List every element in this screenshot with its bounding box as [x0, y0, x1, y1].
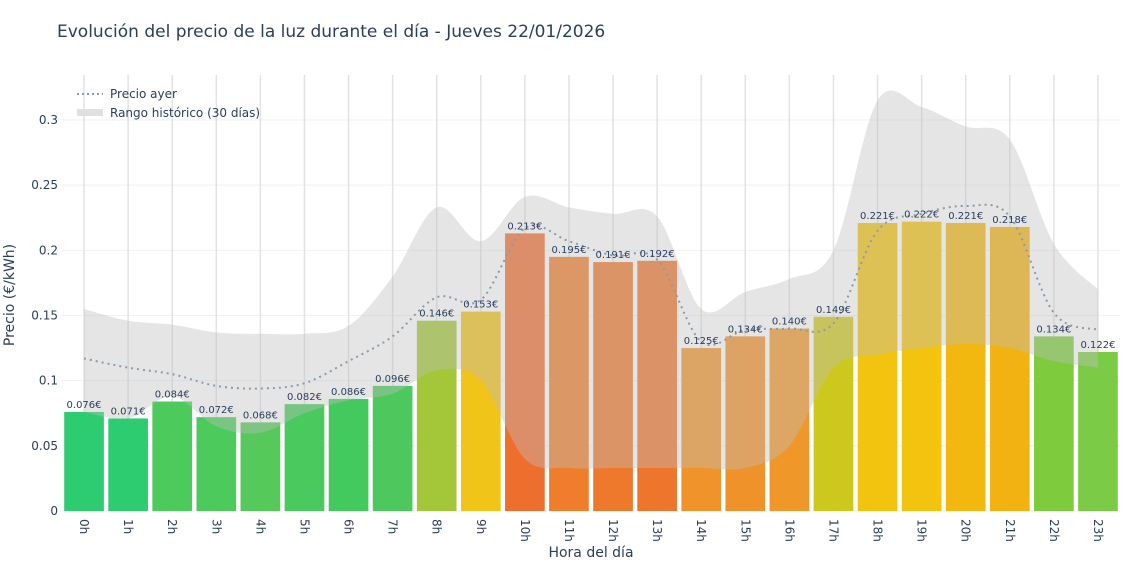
x-tick-label: 21h	[1003, 519, 1017, 542]
bar-value-label: 0.192€	[640, 249, 675, 260]
yesterday-price-line	[83, 203, 1099, 390]
x-tick-label: 5h	[297, 519, 311, 534]
bar-19h	[901, 221, 942, 511]
x-tick-label: 16h	[782, 519, 796, 542]
y-tick-label: 0	[50, 504, 58, 518]
x-tick-label: 9h	[474, 519, 488, 534]
bar-value-label: 0.221€	[860, 211, 895, 222]
bar-15h	[725, 336, 766, 511]
bar-value-label: 0.146€	[419, 309, 454, 320]
y-tick-label: 0.1	[39, 374, 58, 388]
bar-value-label: 0.071€	[111, 406, 146, 417]
bar-value-label: 0.134€	[1036, 324, 1071, 335]
x-tick-label: 14h	[694, 519, 708, 542]
y-tick-label: 0.25	[31, 178, 58, 192]
bar-value-label: 0.122€	[1080, 340, 1115, 351]
bar-value-label: 0.153€	[463, 300, 498, 311]
bar-value-label: 0.082€	[287, 392, 322, 403]
x-tick-label: 18h	[871, 519, 885, 542]
bar-17h	[813, 316, 854, 511]
bar-16h	[769, 328, 810, 511]
bar-12h	[593, 262, 633, 511]
x-tick-label: 22h	[1047, 519, 1061, 542]
bar-value-label: 0.149€	[816, 305, 851, 316]
y-axis-title: Precio (€/kWh)	[2, 244, 18, 346]
bar-value-label: 0.140€	[772, 317, 807, 328]
bar-3h	[196, 417, 237, 511]
bar-value-label: 0.222€	[904, 210, 939, 221]
x-tick-label: 20h	[959, 519, 973, 542]
bar-23h	[1078, 351, 1118, 511]
bar-value-label: 0.084€	[155, 390, 190, 401]
bar-8h	[416, 320, 457, 511]
y-tick-label: 0.15	[31, 309, 58, 323]
chart-title: Evolución del precio de la luz durante e…	[57, 22, 606, 42]
x-tick-label: 12h	[606, 519, 620, 542]
x-tick-label: 7h	[386, 519, 400, 534]
bar-6h	[328, 398, 369, 511]
bar-13h	[637, 260, 677, 511]
bar-4h	[240, 422, 281, 511]
x-tick-label: 4h	[253, 519, 267, 534]
legend-label-yesterday: Precio ayer	[110, 87, 177, 101]
x-tick-label: 0h	[77, 519, 91, 534]
legend-label-range: Rango histórico (30 días)	[110, 106, 260, 120]
bar-14h	[681, 348, 722, 511]
x-tick-label: 11h	[562, 519, 576, 542]
bar-1h	[108, 418, 148, 511]
bar-value-label: 0.068€	[243, 410, 278, 421]
x-tick-label: 10h	[518, 519, 532, 542]
bar-5h	[284, 404, 325, 511]
x-tick-label: 8h	[430, 519, 444, 534]
x-tick-label: 15h	[738, 519, 752, 542]
x-tick-label: 17h	[826, 519, 840, 542]
y-tick-label: 0.2	[39, 243, 58, 257]
x-axis-title: Hora del día	[548, 545, 633, 561]
bar-21h	[989, 226, 1030, 511]
bar-value-label: 0.221€	[948, 211, 983, 222]
bar-value-label: 0.096€	[375, 374, 410, 385]
bar-11h	[549, 256, 589, 511]
y-tick-label: 0.05	[31, 439, 58, 453]
bar-value-label: 0.134€	[728, 324, 763, 335]
x-tick-label: 6h	[342, 519, 356, 534]
bar-10h	[505, 233, 545, 511]
bar-2h	[152, 401, 193, 511]
bar-22h	[1034, 336, 1074, 511]
x-tick-label: 19h	[915, 519, 929, 542]
bar-18h	[857, 222, 898, 511]
x-tick-label: 1h	[121, 519, 135, 534]
bar-value-label: 0.218€	[992, 215, 1027, 226]
bar-value-label: 0.076€	[67, 400, 102, 411]
bar-20h	[945, 222, 986, 511]
bar-7h	[372, 385, 413, 511]
bar-value-label: 0.125€	[684, 336, 719, 347]
legend-band-swatch	[77, 109, 103, 116]
bar-value-label: 0.072€	[199, 405, 234, 416]
bar-value-label: 0.195€	[551, 245, 586, 256]
y-tick-label: 0.3	[39, 113, 58, 127]
x-tick-label: 13h	[650, 519, 664, 542]
x-tick-label: 2h	[165, 519, 179, 534]
historical-range-band	[84, 90, 1098, 470]
x-tick-label: 23h	[1091, 519, 1105, 542]
bar-value-label: 0.213€	[507, 221, 542, 232]
bar-value-label: 0.191€	[596, 250, 631, 261]
bar-value-label: 0.086€	[331, 387, 366, 398]
bar-0h	[64, 411, 104, 511]
bar-9h	[460, 311, 501, 511]
x-tick-label: 3h	[209, 519, 223, 534]
